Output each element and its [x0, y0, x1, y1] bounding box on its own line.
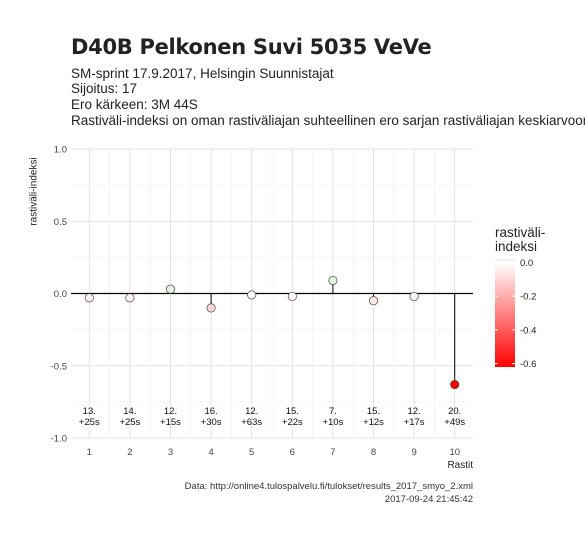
caption: Data: http://online4.tulospalvelu.fi/tul…: [185, 481, 473, 506]
point-label-time: +12s: [363, 417, 384, 428]
y-tick-label: -0.5: [51, 361, 67, 372]
point-label-time: +63s: [241, 417, 262, 428]
data-point: [84, 293, 94, 303]
point-label-rank: 12.: [164, 406, 177, 417]
y-tick-label: 0.5: [54, 217, 67, 228]
caption-timestamp: 2017-09-24 21:45:42: [384, 493, 473, 505]
point-label-rank: 15.: [367, 406, 380, 417]
tick-labels: 1 2 3 4 5 6 7 8 9 10 -1.0 -0.5 0.0 0.5 1.0: [51, 145, 460, 459]
x-tick-label: 7: [330, 447, 335, 458]
y-tick-label: 0.0: [54, 289, 67, 300]
legend-tick-label: -0.4: [520, 325, 536, 336]
point-label-time: +10s: [322, 417, 343, 428]
chart-title: D40B Pelkonen Suvi 5035 VeVe: [71, 35, 432, 59]
subtitle-gap: Ero kärkeen: 3M 44S: [71, 97, 198, 112]
x-tick-label: 8: [371, 447, 376, 458]
data-point: [125, 293, 135, 303]
y-tick-label: -1.0: [51, 434, 67, 445]
subtitle-description: Rastiväli-indeksi on oman rastiväliajan …: [71, 113, 585, 128]
subtitle-placement: Sijoitus: 17: [71, 81, 138, 96]
subtitle-event: SM-sprint 17.9.2017, Helsingin Suunnista…: [71, 66, 334, 81]
x-tick-label: 5: [249, 447, 254, 458]
y-axis-label: rastiväli-indeksi: [28, 157, 40, 226]
x-tick-label: 3: [168, 447, 173, 458]
legend-title-line: indeksi: [495, 239, 538, 254]
point-label-time: +25s: [79, 417, 100, 428]
point-label-time: +15s: [160, 417, 181, 428]
legend-title-line: rastiväli-: [495, 225, 546, 240]
data-point: [450, 379, 460, 390]
point-label-rank: 16.: [204, 406, 217, 417]
x-tick-label: 2: [127, 447, 132, 458]
legend: 0.0 -0.2 -0.4 -0.6: [495, 258, 536, 370]
point-label-rank: 15.: [286, 406, 299, 417]
legend-tick-label: -0.2: [520, 292, 536, 303]
point-label-rank: 20.: [448, 406, 461, 417]
legend-title: rastiväli- indeksi: [495, 226, 545, 254]
point-label-rank: 7.: [329, 406, 337, 417]
data-point: [287, 291, 297, 301]
point-label-time: +30s: [201, 417, 222, 428]
grid: [71, 148, 473, 439]
x-tick-label: 9: [411, 447, 416, 458]
point-label-rank: 12.: [408, 406, 421, 417]
x-tick-label: 10: [449, 447, 460, 458]
caption-source: Data: http://online4.tulospalvelu.fi/tul…: [184, 481, 473, 492]
legend-tick-label: 0.0: [520, 258, 533, 269]
data-point: [328, 275, 338, 286]
legend-tick-label: -0.6: [520, 359, 536, 370]
point-label-rank: 13.: [83, 406, 96, 417]
point-label-time: +49s: [444, 417, 465, 428]
data-point: [368, 296, 379, 306]
point-label-rank: 14.: [123, 406, 136, 417]
x-tick-label: 6: [290, 447, 295, 458]
x-axis-label: Rastit: [447, 460, 473, 471]
x-tick-label: 1: [87, 447, 92, 458]
legend-colorbar: [495, 259, 515, 367]
x-tick-label: 4: [208, 447, 213, 458]
data-point: [206, 303, 216, 313]
points: [84, 275, 460, 390]
point-label-time: +22s: [282, 417, 303, 428]
point-label-time: +25s: [119, 417, 140, 428]
point-label-time: +17s: [404, 417, 425, 428]
data-point: [247, 290, 257, 300]
point-label-rank: 12.: [245, 406, 258, 417]
data-point: [165, 284, 176, 294]
data-point: [409, 291, 419, 301]
y-tick-label: 1.0: [54, 145, 67, 156]
point-labels: 13.+25s14.+25s12.+15s16.+30s12.+63s15.+2…: [79, 406, 466, 428]
